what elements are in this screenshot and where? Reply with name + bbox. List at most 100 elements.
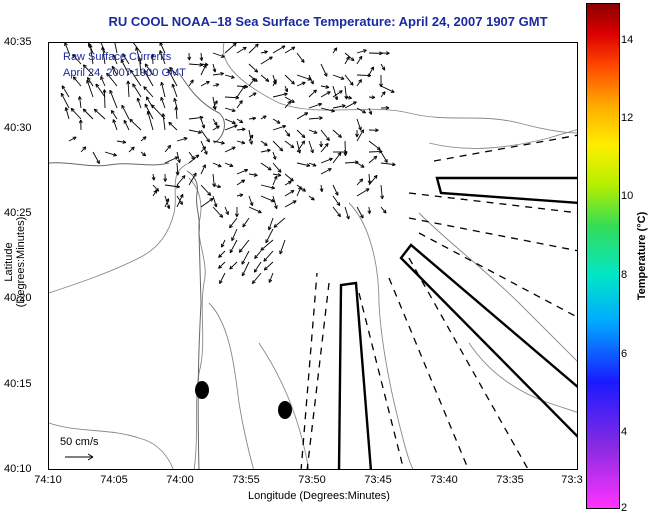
legend-line-2: April 24, 2007 1900 GMT	[63, 67, 186, 79]
current-vector-head	[343, 151, 348, 155]
current-vector-head	[142, 154, 146, 157]
current-vector-head	[143, 152, 147, 156]
current-vector-head	[232, 146, 236, 151]
current-vector-head	[282, 124, 286, 127]
current-vector-head	[209, 197, 214, 200]
current-vector-head	[129, 119, 132, 123]
coastline-contours	[49, 43, 577, 469]
current-vector	[106, 72, 118, 87]
current-vector	[162, 113, 166, 131]
current-vector	[332, 195, 341, 206]
current-vector-head	[249, 202, 253, 207]
current-vector	[380, 184, 383, 199]
current-vector	[200, 81, 210, 87]
current-vector-head	[381, 91, 386, 94]
current-vector-head	[217, 186, 221, 189]
current-vector-head	[254, 173, 258, 176]
current-vector-head	[239, 193, 244, 196]
current-vector-head	[339, 152, 342, 157]
buoy-marker-east[interactable]	[278, 401, 292, 419]
current-vector-head	[269, 166, 272, 171]
current-vector-head	[82, 64, 85, 69]
y-tick-label: 40:20	[4, 292, 32, 304]
current-vector	[152, 184, 160, 192]
current-vector-head	[135, 47, 137, 51]
current-vector	[368, 173, 371, 184]
current-vector-head	[298, 186, 302, 190]
buoy-marker-west[interactable]	[195, 381, 209, 399]
current-vector-head	[120, 59, 125, 62]
current-vector-head	[218, 255, 223, 258]
current-vector	[296, 186, 302, 197]
current-vector-head	[291, 144, 295, 148]
current-vector-head	[254, 43, 259, 46]
current-vector-head	[102, 46, 105, 50]
map-panel[interactable]: Raw Surface Currents April 24, 2007 1900…	[48, 42, 578, 470]
current-vector	[143, 86, 154, 98]
current-vector	[368, 150, 383, 153]
current-vector	[356, 162, 365, 168]
current-vector	[212, 63, 216, 73]
current-vector-head	[60, 92, 65, 96]
current-vector	[188, 63, 203, 66]
current-vector	[218, 250, 226, 258]
current-vector-head	[179, 159, 181, 163]
x-tick-label: 73:50	[298, 474, 326, 486]
current-vector-head	[299, 149, 302, 154]
current-vector-head	[129, 118, 134, 121]
current-vector-head	[292, 80, 295, 85]
current-vector-head	[165, 198, 169, 202]
current-vector	[212, 72, 224, 76]
current-vector-head	[334, 97, 338, 101]
current-vector-head	[106, 72, 108, 77]
current-vector-head	[221, 213, 224, 218]
current-vector	[224, 43, 237, 54]
current-vector-head	[367, 75, 372, 78]
current-vector-head	[213, 204, 217, 208]
current-vector-head	[232, 108, 236, 112]
current-vector-head	[96, 161, 100, 164]
current-vector	[296, 129, 306, 139]
current-vector-head	[348, 97, 352, 100]
current-vector	[61, 85, 70, 98]
current-vector-head	[306, 165, 311, 168]
current-vector-head	[254, 70, 258, 73]
current-vector-head	[337, 214, 341, 218]
current-vector-head	[174, 106, 177, 111]
current-vector-head	[275, 156, 277, 160]
current-vector-head	[284, 89, 288, 93]
current-vector	[260, 140, 268, 146]
current-vector	[95, 83, 106, 98]
current-vector	[308, 117, 323, 120]
current-vector	[151, 53, 154, 65]
current-vector-head	[382, 211, 387, 214]
current-vector	[268, 217, 274, 231]
current-vector-head	[373, 155, 377, 158]
current-vector-head	[249, 134, 254, 138]
current-vector-head	[314, 89, 317, 94]
current-vector	[320, 63, 328, 77]
current-vector-head	[288, 132, 291, 137]
current-vector-head	[218, 264, 221, 269]
current-vector	[236, 118, 244, 124]
current-vector-head	[272, 156, 276, 160]
current-vector	[111, 65, 118, 76]
current-vector	[112, 54, 118, 65]
current-vector-head	[64, 43, 68, 46]
current-vector	[212, 83, 220, 87]
current-vector	[236, 194, 244, 197]
current-vector-head	[251, 140, 254, 145]
current-vector-head	[139, 57, 142, 62]
current-vector-head	[306, 163, 311, 167]
current-vector-head	[203, 151, 208, 155]
current-vector-head	[151, 104, 155, 107]
current-vector-head	[361, 178, 364, 183]
current-vector	[380, 162, 396, 166]
current-vector-head	[94, 108, 98, 111]
current-vector-head	[100, 76, 104, 80]
current-vector	[229, 261, 238, 270]
current-vector-head	[341, 76, 345, 80]
current-vector-head	[137, 57, 140, 62]
current-vector-head	[176, 184, 180, 188]
current-vector-head	[276, 205, 278, 209]
